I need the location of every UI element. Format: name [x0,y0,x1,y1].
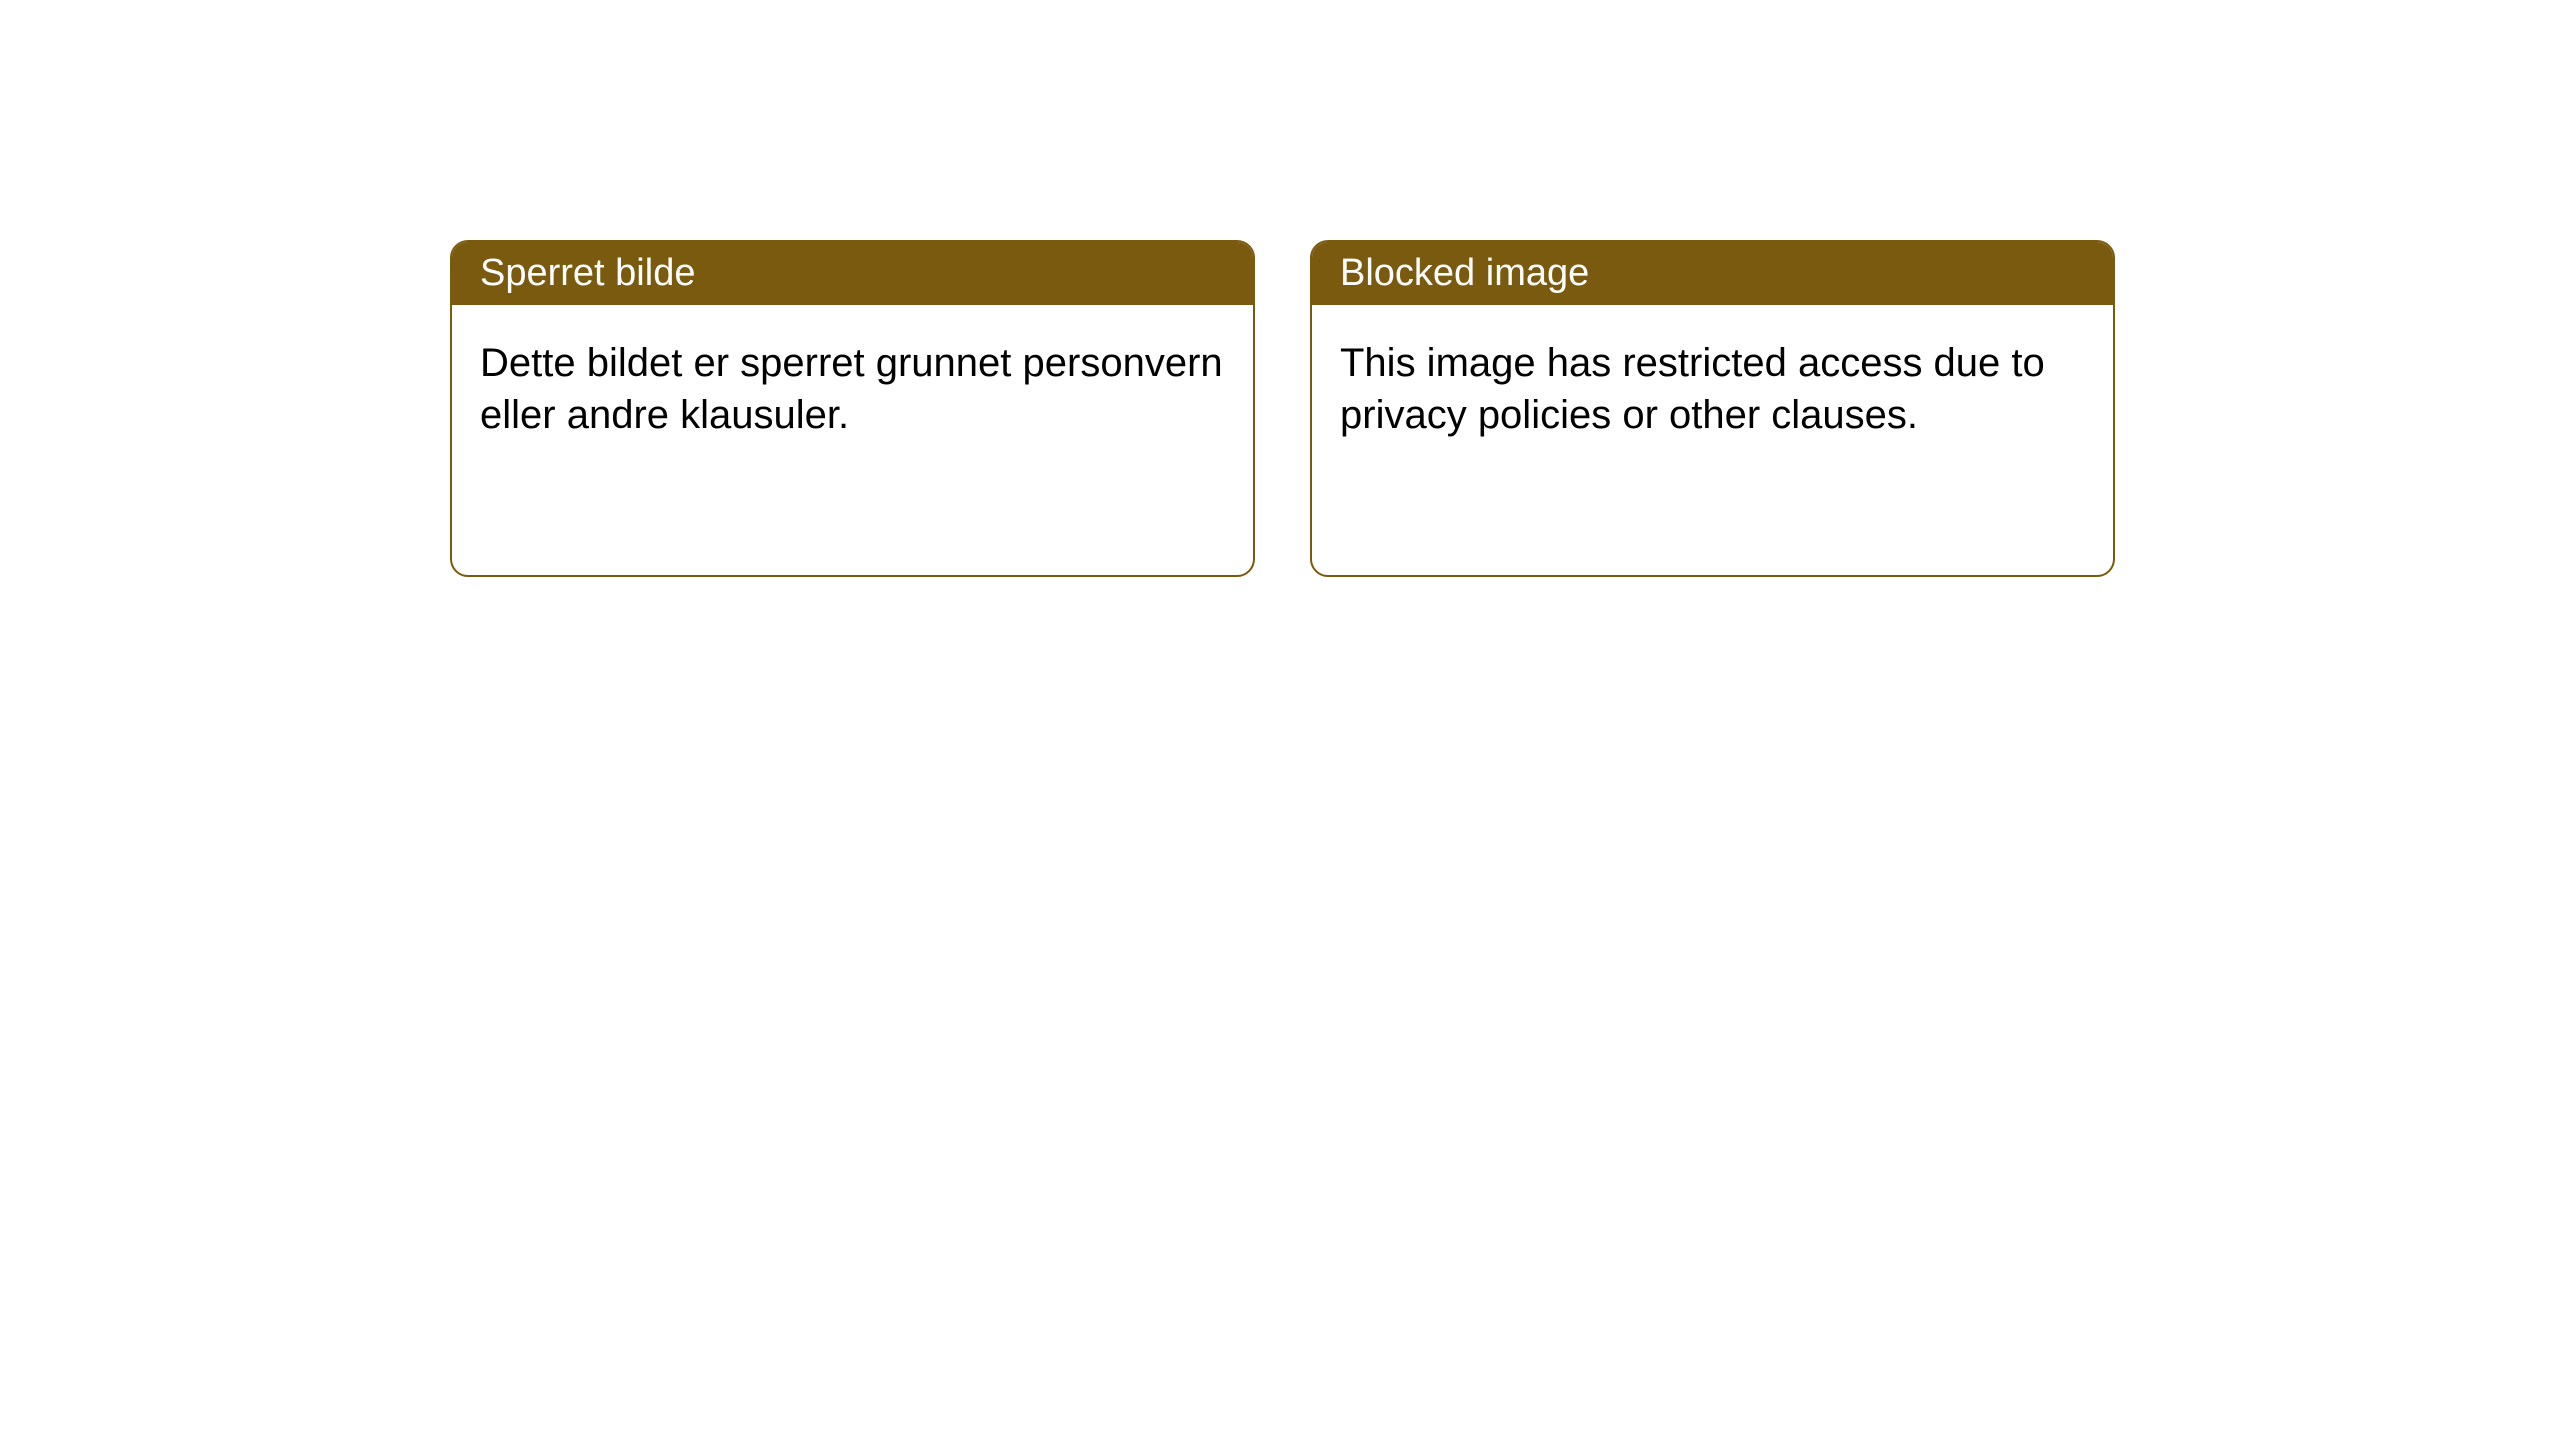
card-title: Blocked image [1340,252,1589,294]
blocked-image-card-en: Blocked image This image has restricted … [1310,240,2115,577]
card-body: This image has restricted access due to … [1312,305,2113,473]
blocked-image-card-no: Sperret bilde Dette bildet er sperret gr… [450,240,1255,577]
card-body-text: This image has restricted access due to … [1340,341,2045,437]
cards-container: Sperret bilde Dette bildet er sperret gr… [450,240,2560,577]
card-title: Sperret bilde [480,252,695,294]
card-body-text: Dette bildet er sperret grunnet personve… [480,341,1223,437]
card-header: Sperret bilde [452,242,1253,305]
card-body: Dette bildet er sperret grunnet personve… [452,305,1253,473]
card-header: Blocked image [1312,242,2113,305]
